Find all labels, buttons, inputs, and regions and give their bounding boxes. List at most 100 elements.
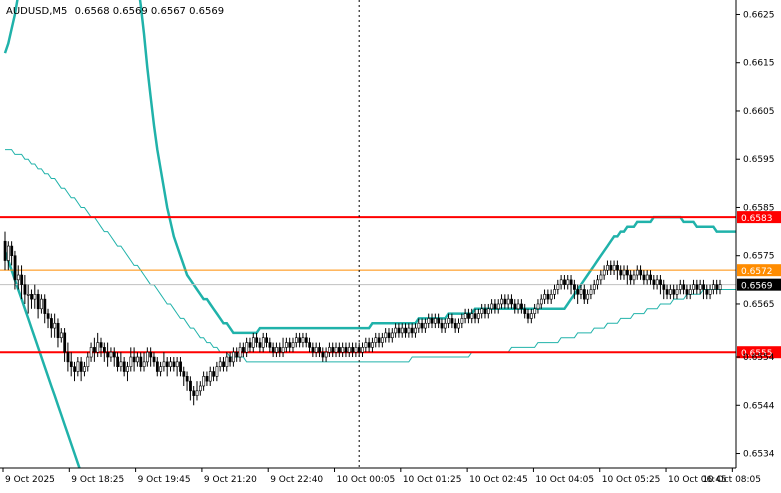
candle-body — [619, 269, 623, 276]
candle-body — [112, 351, 116, 358]
candle-body — [56, 322, 60, 339]
candle-body — [165, 361, 169, 367]
candle-body — [440, 322, 444, 329]
candle-body — [586, 294, 590, 300]
candle-body — [142, 361, 146, 367]
candle-body — [228, 356, 232, 363]
candle-body — [516, 303, 520, 310]
candle-body — [103, 347, 106, 353]
candle-body — [616, 265, 619, 271]
candle-body — [146, 351, 149, 363]
candle-body — [417, 322, 421, 329]
candle-body — [453, 322, 457, 329]
candle-body — [334, 347, 338, 353]
candle-body — [208, 371, 212, 382]
candle-body — [510, 298, 513, 305]
candle-body — [665, 289, 669, 295]
candle-body — [261, 337, 265, 348]
candle-body — [43, 298, 47, 314]
candle-body — [536, 303, 540, 310]
candle-body — [612, 265, 616, 271]
candle-body — [652, 279, 656, 285]
time-tick-label: 10 Oct 00:05 — [337, 475, 396, 485]
ohlc-values: 0.6568 0.6569 0.6567 0.6569 — [75, 6, 225, 17]
candle-body — [175, 361, 179, 367]
candle-body — [93, 347, 96, 353]
level-label-0.6572: 0.6572 — [741, 267, 773, 277]
candle-body — [321, 351, 325, 358]
candle-body — [202, 376, 206, 387]
time-tick-label: 10 Oct 02:45 — [469, 475, 528, 485]
candle-body — [30, 294, 33, 300]
candle-body — [179, 361, 182, 372]
candle-body — [553, 289, 556, 295]
candle-body — [387, 332, 391, 339]
candle-body — [341, 347, 345, 353]
price-tick-label: 0.6534 — [743, 450, 775, 460]
candle-body — [649, 274, 652, 281]
candle-body — [400, 327, 404, 334]
candle-body — [549, 294, 553, 300]
candle-body — [533, 308, 537, 314]
candle-body — [351, 347, 355, 353]
candle-body — [477, 313, 480, 319]
candle-body — [192, 390, 196, 396]
time-tick-label: 10 Oct 08:05 — [702, 475, 761, 485]
time-tick-label: 9 Oct 21:20 — [204, 475, 257, 485]
candle-body — [73, 366, 77, 372]
candle-body — [199, 385, 202, 392]
candle-body — [420, 322, 424, 329]
candle-body — [53, 322, 57, 329]
candle-body — [569, 279, 573, 285]
candle-body — [26, 294, 30, 296]
candle-body — [450, 318, 454, 324]
candle-body — [169, 361, 173, 367]
candle-body — [702, 284, 705, 290]
candle-body — [443, 322, 447, 329]
candle-body — [235, 351, 239, 358]
candle-body — [377, 337, 381, 343]
candle-body — [324, 351, 328, 358]
candle-body — [503, 298, 507, 305]
candles — [3, 231, 722, 406]
candle-body — [639, 269, 643, 276]
candle-body — [390, 332, 394, 339]
candle-body — [463, 313, 467, 319]
candle-body — [404, 327, 408, 334]
candle-body — [361, 347, 365, 353]
price-tick-label: 0.6625 — [743, 10, 775, 20]
candle-body — [645, 274, 649, 281]
candle-body — [692, 284, 696, 290]
candle-body — [251, 337, 255, 348]
candle-body — [655, 279, 659, 285]
candle-body — [407, 327, 411, 334]
candle-body — [427, 318, 431, 324]
candle-body — [238, 347, 242, 358]
candle-body — [530, 313, 533, 319]
candle-body — [96, 342, 100, 353]
candle-body — [424, 322, 427, 329]
candle-body — [632, 274, 636, 281]
time-tick-label: 10 Oct 04:05 — [535, 475, 594, 485]
candle-body — [36, 294, 40, 310]
candle-body — [275, 347, 278, 353]
candle-body — [212, 371, 216, 377]
price-tick-label: 0.6585 — [743, 203, 775, 213]
candle-body — [374, 337, 378, 343]
candle-body — [678, 284, 682, 290]
candle-body — [159, 366, 163, 372]
candle-body — [281, 347, 285, 353]
candle-body — [410, 327, 414, 334]
candle-body — [698, 284, 702, 290]
candle-body — [606, 265, 609, 271]
candle-body — [106, 351, 110, 358]
candle-body — [222, 361, 225, 367]
time-tick-label: 9 Oct 2025 — [5, 475, 55, 485]
candle-body — [218, 361, 222, 367]
candle-body — [122, 361, 126, 372]
candle-body — [285, 342, 288, 348]
candle-body — [596, 279, 600, 285]
candle-body — [708, 289, 712, 295]
